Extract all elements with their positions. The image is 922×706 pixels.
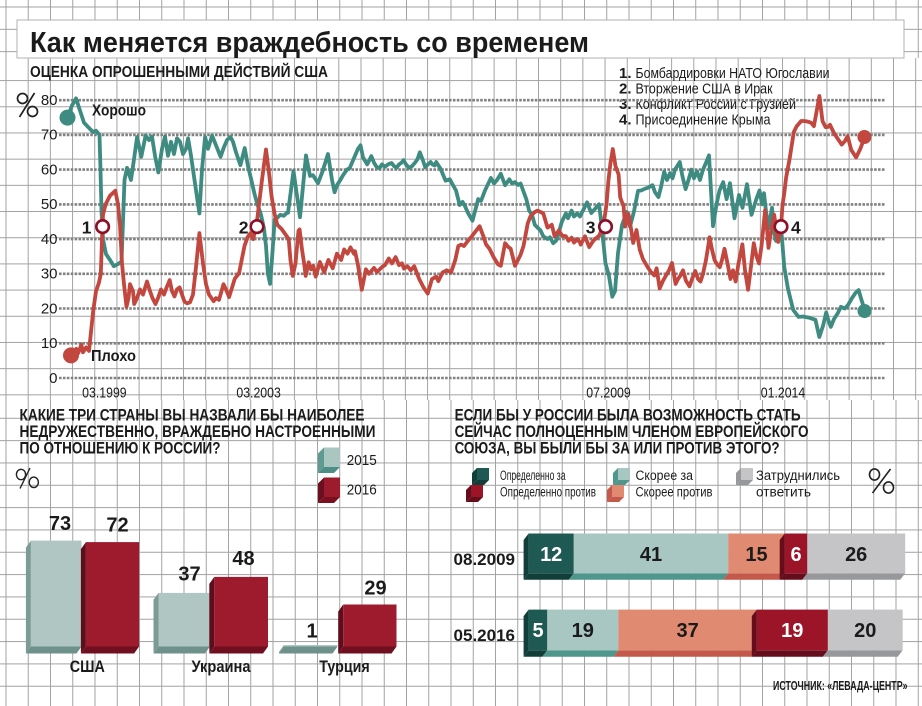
- svg-text:4: 4: [791, 218, 801, 238]
- svg-text:2: 2: [239, 218, 249, 238]
- svg-text:Скорее против: Скорее против: [636, 485, 713, 500]
- svg-text:Бомбардировки НАТО Югославии: Бомбардировки НАТО Югославии: [636, 65, 830, 82]
- svg-text:ПО ОТНОШЕНИЮ К РОССИИ?: ПО ОТНОШЕНИЮ К РОССИИ?: [20, 440, 221, 458]
- svg-text:Турция: Турция: [319, 657, 370, 676]
- svg-text:3.: 3.: [619, 96, 632, 113]
- svg-text:70: 70: [41, 127, 58, 144]
- svg-text:05.2016: 05.2016: [454, 626, 515, 645]
- svg-text:США: США: [70, 657, 105, 676]
- svg-text:Как меняется враждебность со в: Как меняется враждебность со временем: [30, 27, 589, 59]
- svg-text:30: 30: [41, 266, 58, 283]
- svg-text:4.: 4.: [619, 112, 632, 129]
- svg-text:19: 19: [781, 620, 803, 642]
- svg-text:50: 50: [41, 196, 58, 213]
- svg-text:Затруднились: Затруднились: [756, 468, 840, 483]
- svg-text:29: 29: [364, 578, 386, 600]
- svg-text:0: 0: [49, 370, 57, 387]
- svg-text:40: 40: [41, 231, 58, 248]
- svg-text:73: 73: [49, 513, 71, 535]
- svg-text:1: 1: [306, 621, 317, 643]
- svg-text:19: 19: [572, 620, 594, 642]
- svg-text:15: 15: [745, 544, 767, 566]
- svg-text:ОЦЕНКА ОПРОШЕННЫМИ ДЕЙСТВИЙ СШ: ОЦЕНКА ОПРОШЕННЫМИ ДЕЙСТВИЙ США: [30, 63, 328, 81]
- svg-text:1.: 1.: [619, 65, 632, 82]
- svg-text:20: 20: [854, 620, 876, 642]
- svg-text:Вторжение США в Ирак: Вторжение США в Ирак: [636, 81, 773, 98]
- svg-text:КАКИЕ ТРИ СТРАНЫ ВЫ НАЗВАЛИ БЫ: КАКИЕ ТРИ СТРАНЫ ВЫ НАЗВАЛИ БЫ НАИБОЛЕЕ: [20, 407, 365, 425]
- svg-text:20: 20: [41, 300, 58, 317]
- svg-text:НЕДРУЖЕСТВЕННО, ВРАЖДЕБНО НАСТ: НЕДРУЖЕСТВЕННО, ВРАЖДЕБНО НАСТРОЕННЫМИ: [20, 423, 376, 441]
- svg-text:01.2014: 01.2014: [761, 385, 806, 402]
- svg-text:07.2009: 07.2009: [586, 385, 631, 402]
- svg-text:37: 37: [178, 564, 200, 586]
- svg-text:41: 41: [640, 544, 662, 566]
- svg-text:ЕСЛИ БЫ У РОССИИ БЫЛА ВОЗМОЖНО: ЕСЛИ БЫ У РОССИИ БЫЛА ВОЗМОЖНОСТЬ СТАТЬ: [455, 407, 801, 425]
- svg-text:2016: 2016: [347, 482, 377, 499]
- svg-text:Конфликт России с Грузией: Конфликт России с Грузией: [636, 96, 797, 113]
- svg-text:03.1999: 03.1999: [82, 385, 127, 402]
- svg-text:08.2009: 08.2009: [454, 550, 515, 569]
- svg-text:80: 80: [41, 92, 58, 109]
- svg-text:6: 6: [790, 544, 801, 566]
- svg-text:2.: 2.: [619, 81, 632, 98]
- svg-text:12: 12: [540, 544, 562, 566]
- svg-text:03.2003: 03.2003: [236, 385, 281, 402]
- svg-text:Определенно за: Определенно за: [500, 468, 566, 483]
- svg-text:10: 10: [41, 335, 58, 352]
- svg-text:Присоединение Крыма: Присоединение Крыма: [636, 112, 772, 129]
- svg-text:37: 37: [676, 620, 698, 642]
- svg-text:1: 1: [82, 218, 92, 238]
- svg-text:Украина: Украина: [192, 657, 251, 676]
- svg-text:60: 60: [41, 161, 58, 178]
- svg-text:5: 5: [532, 620, 543, 642]
- svg-text:48: 48: [232, 548, 254, 570]
- svg-text:ИСТОЧНИК: «ЛЕВАДА-ЦЕНТР»: ИСТОЧНИК: «ЛЕВАДА-ЦЕНТР»: [773, 679, 908, 693]
- svg-text:26: 26: [845, 544, 867, 566]
- svg-text:СЕЙЧАС ПОЛНОЦЕННЫМ ЧЛЕНОМ ЕВРО: СЕЙЧАС ПОЛНОЦЕННЫМ ЧЛЕНОМ ЕВРОПЕЙСКОГО: [455, 422, 809, 441]
- svg-text:СОЮЗА, ВЫ БЫЛИ БЫ ЗА ИЛИ ПРОТИ: СОЮЗА, ВЫ БЫЛИ БЫ ЗА ИЛИ ПРОТИВ ЭТОГО?: [455, 440, 780, 458]
- svg-text:ответить: ответить: [756, 485, 811, 500]
- svg-text:Определенно против: Определенно против: [500, 485, 596, 500]
- svg-text:Хорошо: Хорошо: [92, 103, 146, 120]
- svg-text:Скорее за: Скорее за: [636, 468, 694, 483]
- svg-text:2015: 2015: [347, 452, 377, 469]
- svg-text:72: 72: [106, 515, 128, 537]
- svg-text:Плохо: Плохо: [91, 348, 136, 365]
- svg-text:3: 3: [586, 218, 596, 238]
